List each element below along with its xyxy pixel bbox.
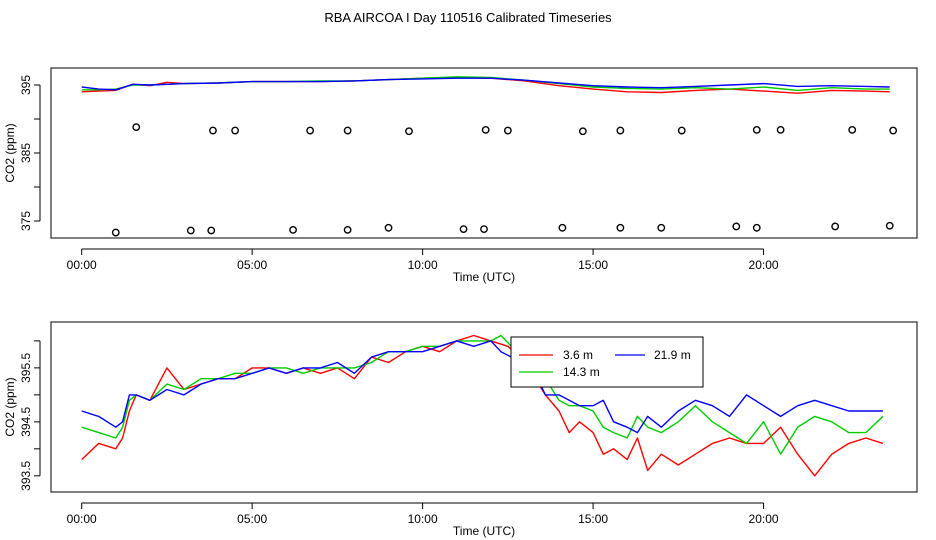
bottom-series-14-3-m	[81, 334, 884, 455]
top-calibration-point	[889, 126, 898, 135]
top-x-tick-label: 05:00	[237, 258, 267, 272]
top-x-tick-label: 15:00	[578, 258, 608, 272]
top-calibration-point	[132, 123, 141, 132]
top-calibration-point	[343, 126, 352, 135]
bottom-y-tick-label: 395.5	[19, 353, 33, 383]
bottom-x-tick-label: 10:00	[408, 512, 438, 526]
top-y-label: CO2 (ppm)	[3, 123, 17, 182]
top-calibration-point	[384, 223, 393, 232]
top-calibration-point	[481, 125, 490, 134]
top-calibration-point	[848, 125, 857, 134]
legend-label-14-3m: 14.3 m	[563, 365, 600, 379]
top-calibration-point	[752, 125, 761, 134]
top-x-tick-label: 20:00	[749, 258, 779, 272]
top-calibration-point	[831, 222, 840, 231]
top-calibration-point	[207, 226, 216, 235]
bottom-y-axis: 393.5 394.5 395.5	[19, 340, 41, 491]
top-x-tick-label: 00:00	[67, 258, 97, 272]
top-panel: 00:00 05:00 10:00 15:00 20:00 375 385 395 Time…	[3, 67, 918, 284]
top-series-3-6-m	[81, 76, 890, 94]
bottom-plot-frame	[50, 321, 918, 493]
bottom-y-tick-label: 394.5	[19, 407, 33, 437]
bottom-x-tick-label: 05:00	[237, 512, 267, 526]
bottom-x-tick-label: 00:00	[67, 512, 97, 526]
top-series-21-9-m	[81, 77, 890, 91]
bottom-series-3-6-m	[81, 334, 884, 477]
top-y-tick-label: 395	[19, 75, 33, 95]
legend: 3.6 m 21.9 m 14.3 m	[510, 336, 704, 388]
legend-box	[510, 336, 704, 388]
legend-label-21-9m: 21.9 m	[654, 348, 691, 362]
top-calibration-point	[885, 221, 894, 230]
bottom-x-axis: 00:00 05:00 10:00 15:00 20:00	[67, 502, 779, 526]
top-x-axis: 00:00 05:00 10:00 15:00 20:00	[67, 248, 779, 272]
top-calibration-point	[343, 225, 352, 234]
top-calibration-point	[459, 225, 468, 234]
top-calibration-point	[306, 126, 315, 135]
legend-label-3-6m: 3.6 m	[563, 348, 593, 362]
top-calibration-point	[405, 127, 413, 136]
bottom-panel: 00:00 05:00 10:00 15:00 20:00 393.5 394.5 395.…	[3, 321, 918, 538]
top-calibration-point	[480, 225, 488, 234]
top-calibration-point	[558, 223, 567, 232]
top-calibration-point	[616, 223, 625, 232]
bottom-series-lines	[81, 334, 884, 477]
top-series-lines	[81, 76, 890, 94]
top-calibration-point	[752, 223, 761, 232]
figure-title: RBA AIRCOA I Day 110516 Calibrated Times…	[324, 10, 612, 25]
top-calibration-point	[231, 126, 240, 135]
top-calibration-points	[111, 123, 898, 237]
top-calibration-point	[657, 223, 666, 232]
top-y-tick-label: 385	[19, 143, 33, 163]
bottom-y-tick-label: 393.5	[19, 460, 33, 490]
bottom-x-tick-label: 20:00	[749, 512, 779, 526]
top-calibration-point	[677, 126, 686, 135]
top-calibration-point	[732, 222, 741, 231]
top-calibration-point	[578, 127, 587, 136]
top-calibration-point	[289, 225, 297, 234]
top-plot-frame	[50, 67, 918, 239]
top-calibration-point	[616, 126, 625, 135]
top-calibration-point	[776, 125, 785, 134]
bottom-x-label: Time (UTC)	[453, 524, 515, 538]
top-calibration-point	[186, 226, 195, 235]
top-x-tick-label: 10:00	[408, 258, 438, 272]
top-x-label: Time (UTC)	[453, 270, 515, 284]
bottom-x-tick-label: 15:00	[578, 512, 608, 526]
top-calibration-point	[111, 228, 120, 237]
top-calibration-point	[209, 126, 217, 135]
top-y-tick-label: 375	[19, 211, 33, 231]
top-y-axis: 375 385 395	[19, 75, 41, 231]
bottom-y-label: CO2 (ppm)	[3, 377, 17, 436]
bottom-series-21-9-m	[81, 340, 883, 434]
top-calibration-point	[503, 126, 512, 135]
